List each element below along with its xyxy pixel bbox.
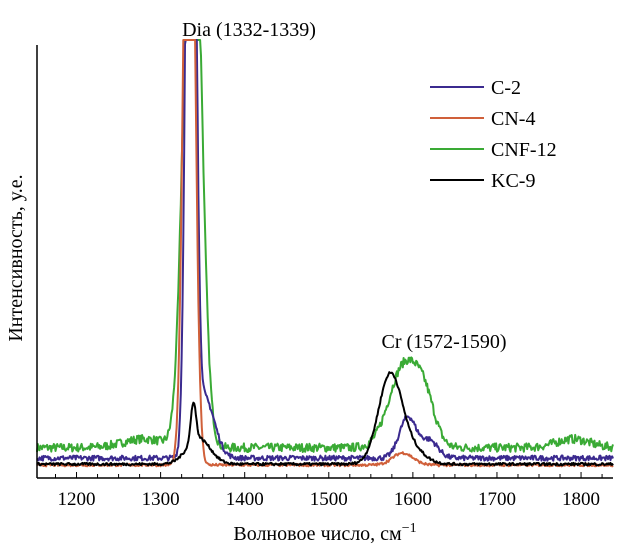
series-line-cnf-12 [36, 39, 614, 453]
legend-label: CN-4 [491, 108, 535, 130]
x-tick-label: 1300 [142, 489, 180, 510]
x-axis-title-text: Волновое число, см [233, 523, 402, 545]
legend-label: C-2 [491, 77, 521, 99]
x-ticks [54, 472, 603, 478]
x-tick-label: 1700 [478, 489, 516, 510]
x-tick-label: 1400 [226, 489, 264, 510]
x-tick-label: 1500 [310, 489, 348, 510]
x-tick-labels: 1200 1300 1400 1500 1600 1700 1800 [58, 489, 601, 510]
series-layer [36, 39, 614, 468]
legend: C-2 CN-4 CNF-12 KC-9 [430, 77, 557, 192]
x-tick-label: 1800 [562, 489, 600, 510]
x-axis-title: Волновое число, см−1 [233, 521, 416, 545]
x-axis-title-superscript: −1 [402, 521, 417, 536]
annotation-cr: Cr (1572-1590) [382, 331, 507, 353]
series-line-cn-4 [36, 39, 614, 468]
x-tick-label: 1200 [58, 489, 96, 510]
legend-label: CNF-12 [491, 139, 557, 161]
series-line-c-2 [36, 39, 614, 462]
annotation-dia: Dia (1332-1339) [182, 19, 316, 41]
x-tick-label: 1600 [394, 489, 432, 510]
legend-label: KC-9 [491, 170, 535, 192]
y-axis-title: Интенсивность, у.е. [5, 174, 27, 341]
series-line-kc-9 [36, 371, 614, 467]
